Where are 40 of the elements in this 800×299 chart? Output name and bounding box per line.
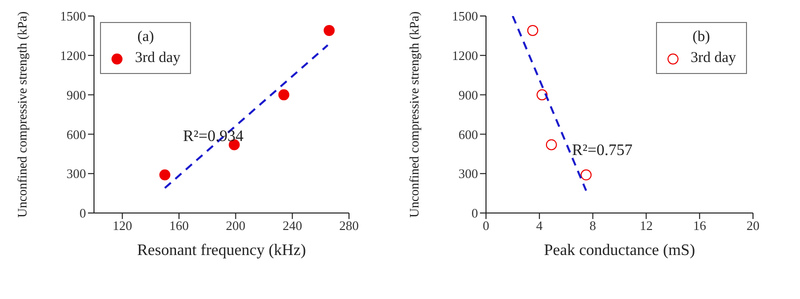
point xyxy=(546,139,557,150)
x-tick-label: 16 xyxy=(693,218,707,234)
y-tick-label: 900 xyxy=(458,87,478,102)
x-tick-label: 0 xyxy=(482,218,490,234)
x-tick-label: 120 xyxy=(112,218,132,234)
annotation: R²=0.934 xyxy=(183,128,244,146)
y-tick-label: 1200 xyxy=(60,48,86,64)
y-axis-title: Unconfined compressive strength (kPa) xyxy=(406,11,422,218)
point xyxy=(536,89,548,100)
x-tick-label: 280 xyxy=(339,218,359,234)
x-tick-label: 4 xyxy=(536,218,544,234)
legend-title: (a) xyxy=(136,29,156,46)
y-tick-label: 300 xyxy=(66,166,86,182)
point xyxy=(527,24,538,36)
point xyxy=(159,169,170,180)
y-tick-label: 900 xyxy=(66,87,86,102)
y-tick-label: 600 xyxy=(66,126,86,142)
legend-label: 3rd day xyxy=(135,50,180,67)
point xyxy=(324,24,335,36)
x-tick-label: 20 xyxy=(746,218,760,234)
x-tick-label: 12 xyxy=(640,218,653,234)
x-tick-label: 240 xyxy=(282,218,302,234)
point xyxy=(278,89,290,100)
x-tick-label: 8 xyxy=(590,218,596,234)
y-tick-label: 0 xyxy=(472,206,478,221)
x-tick-label: 200 xyxy=(226,218,246,234)
y-tick-label: 1500 xyxy=(452,8,478,24)
annotation: R²=0.757 xyxy=(572,142,632,160)
x-tick-label: 160 xyxy=(169,218,189,234)
y-axis-title: Unconfined compressive strength (kPa) xyxy=(14,11,30,218)
y-tick-label: 600 xyxy=(458,126,478,142)
x-axis-title: Resonant frequency (kHz) xyxy=(137,242,306,259)
legend-title: (b) xyxy=(692,29,712,46)
point xyxy=(580,169,592,180)
y-tick-label: 1500 xyxy=(60,8,86,24)
legend-label: 3rd day xyxy=(690,50,736,67)
x-axis-title: Peak conductance (mS) xyxy=(544,242,696,259)
y-tick-label: 0 xyxy=(80,206,86,221)
y-tick-label: 300 xyxy=(458,166,478,182)
y-tick-label: 1200 xyxy=(452,48,478,64)
